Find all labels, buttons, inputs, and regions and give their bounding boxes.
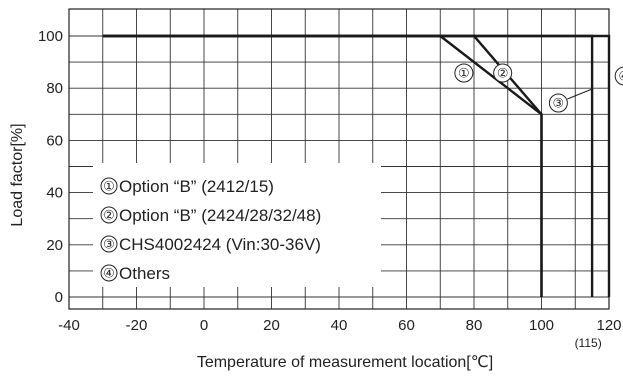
legend-marker-1 <box>100 177 118 195</box>
legend-marker-3 <box>100 235 118 253</box>
legend-marker-3-label: ③ <box>103 237 115 252</box>
y-tick-label-4: 80 <box>46 80 63 97</box>
legend-box <box>93 163 381 287</box>
series-line-4 <box>102 34 611 297</box>
x-tick-label-0: -40 <box>58 317 80 334</box>
legend-marker-1-label: ① <box>103 179 115 194</box>
series-marker-label-1: ① <box>458 66 470 81</box>
grid <box>68 8 610 310</box>
legend-marker-2 <box>100 206 118 224</box>
y-tick-label-1: 20 <box>46 237 63 254</box>
legend-item-4: ④ Others <box>100 264 170 283</box>
series-markers: ① ② ③ ④ <box>454 63 623 113</box>
legend-item-3: ③ CHS4002424 (Vin:30-36V) <box>100 235 321 254</box>
legend-marker-4-label: ④ <box>103 266 115 281</box>
x-tick-label-1: -20 <box>126 317 148 334</box>
x-tick-label-4: 40 <box>331 317 348 334</box>
x-tick-label-extra: (115) <box>575 336 602 350</box>
series-lines <box>102 34 611 297</box>
series-marker-label-3: ③ <box>553 96 565 111</box>
legend-item-2: ② Option “B” (2424/28/32/48) <box>100 206 321 225</box>
y-axis-title: Load factor[%] <box>9 123 26 226</box>
series-marker-1 <box>454 63 474 83</box>
x-tick-label-2: 0 <box>200 317 208 334</box>
y-tick-label-2: 40 <box>46 185 63 202</box>
y-tick-label-3: 60 <box>46 132 63 149</box>
x-tick-label-7: 100 <box>529 317 554 334</box>
series-marker-2 <box>493 63 513 83</box>
x-axis-title: Temperature of measurement location[℃] <box>197 354 493 371</box>
legend-marker-4 <box>100 264 118 282</box>
legend-label-1: Option “B” (2412/15) <box>119 177 274 196</box>
legend-marker-2-label: ② <box>103 208 115 223</box>
x-tick-label-8: 120 <box>596 317 621 334</box>
y-tick-label-5: 100 <box>38 28 63 45</box>
series-marker-leader-3 <box>567 88 593 100</box>
series-marker-label-4: ④ <box>618 69 623 84</box>
series-marker-3 <box>548 93 568 113</box>
legend: ① Option “B” (2412/15) ② Option “B” (242… <box>93 163 381 287</box>
x-tick-label-6: 80 <box>466 317 483 334</box>
axis-ticks: -40 -20 0 20 40 60 80 100 120 (115) 0 20 40 60 80 100 <box>38 28 622 350</box>
series-marker-label-2: ② <box>497 66 509 81</box>
legend-label-4: Others <box>119 264 170 283</box>
legend-label-3: CHS4002424 (Vin:30-36V) <box>119 235 321 254</box>
y-tick-label-0: 0 <box>55 289 63 306</box>
legend-label-2: Option “B” (2424/28/32/48) <box>119 206 321 225</box>
series-marker-4 <box>614 66 623 86</box>
x-tick-label-3: 20 <box>263 317 280 334</box>
legend-item-1: ① Option “B” (2412/15) <box>100 177 274 196</box>
x-tick-label-5: 60 <box>398 317 415 334</box>
